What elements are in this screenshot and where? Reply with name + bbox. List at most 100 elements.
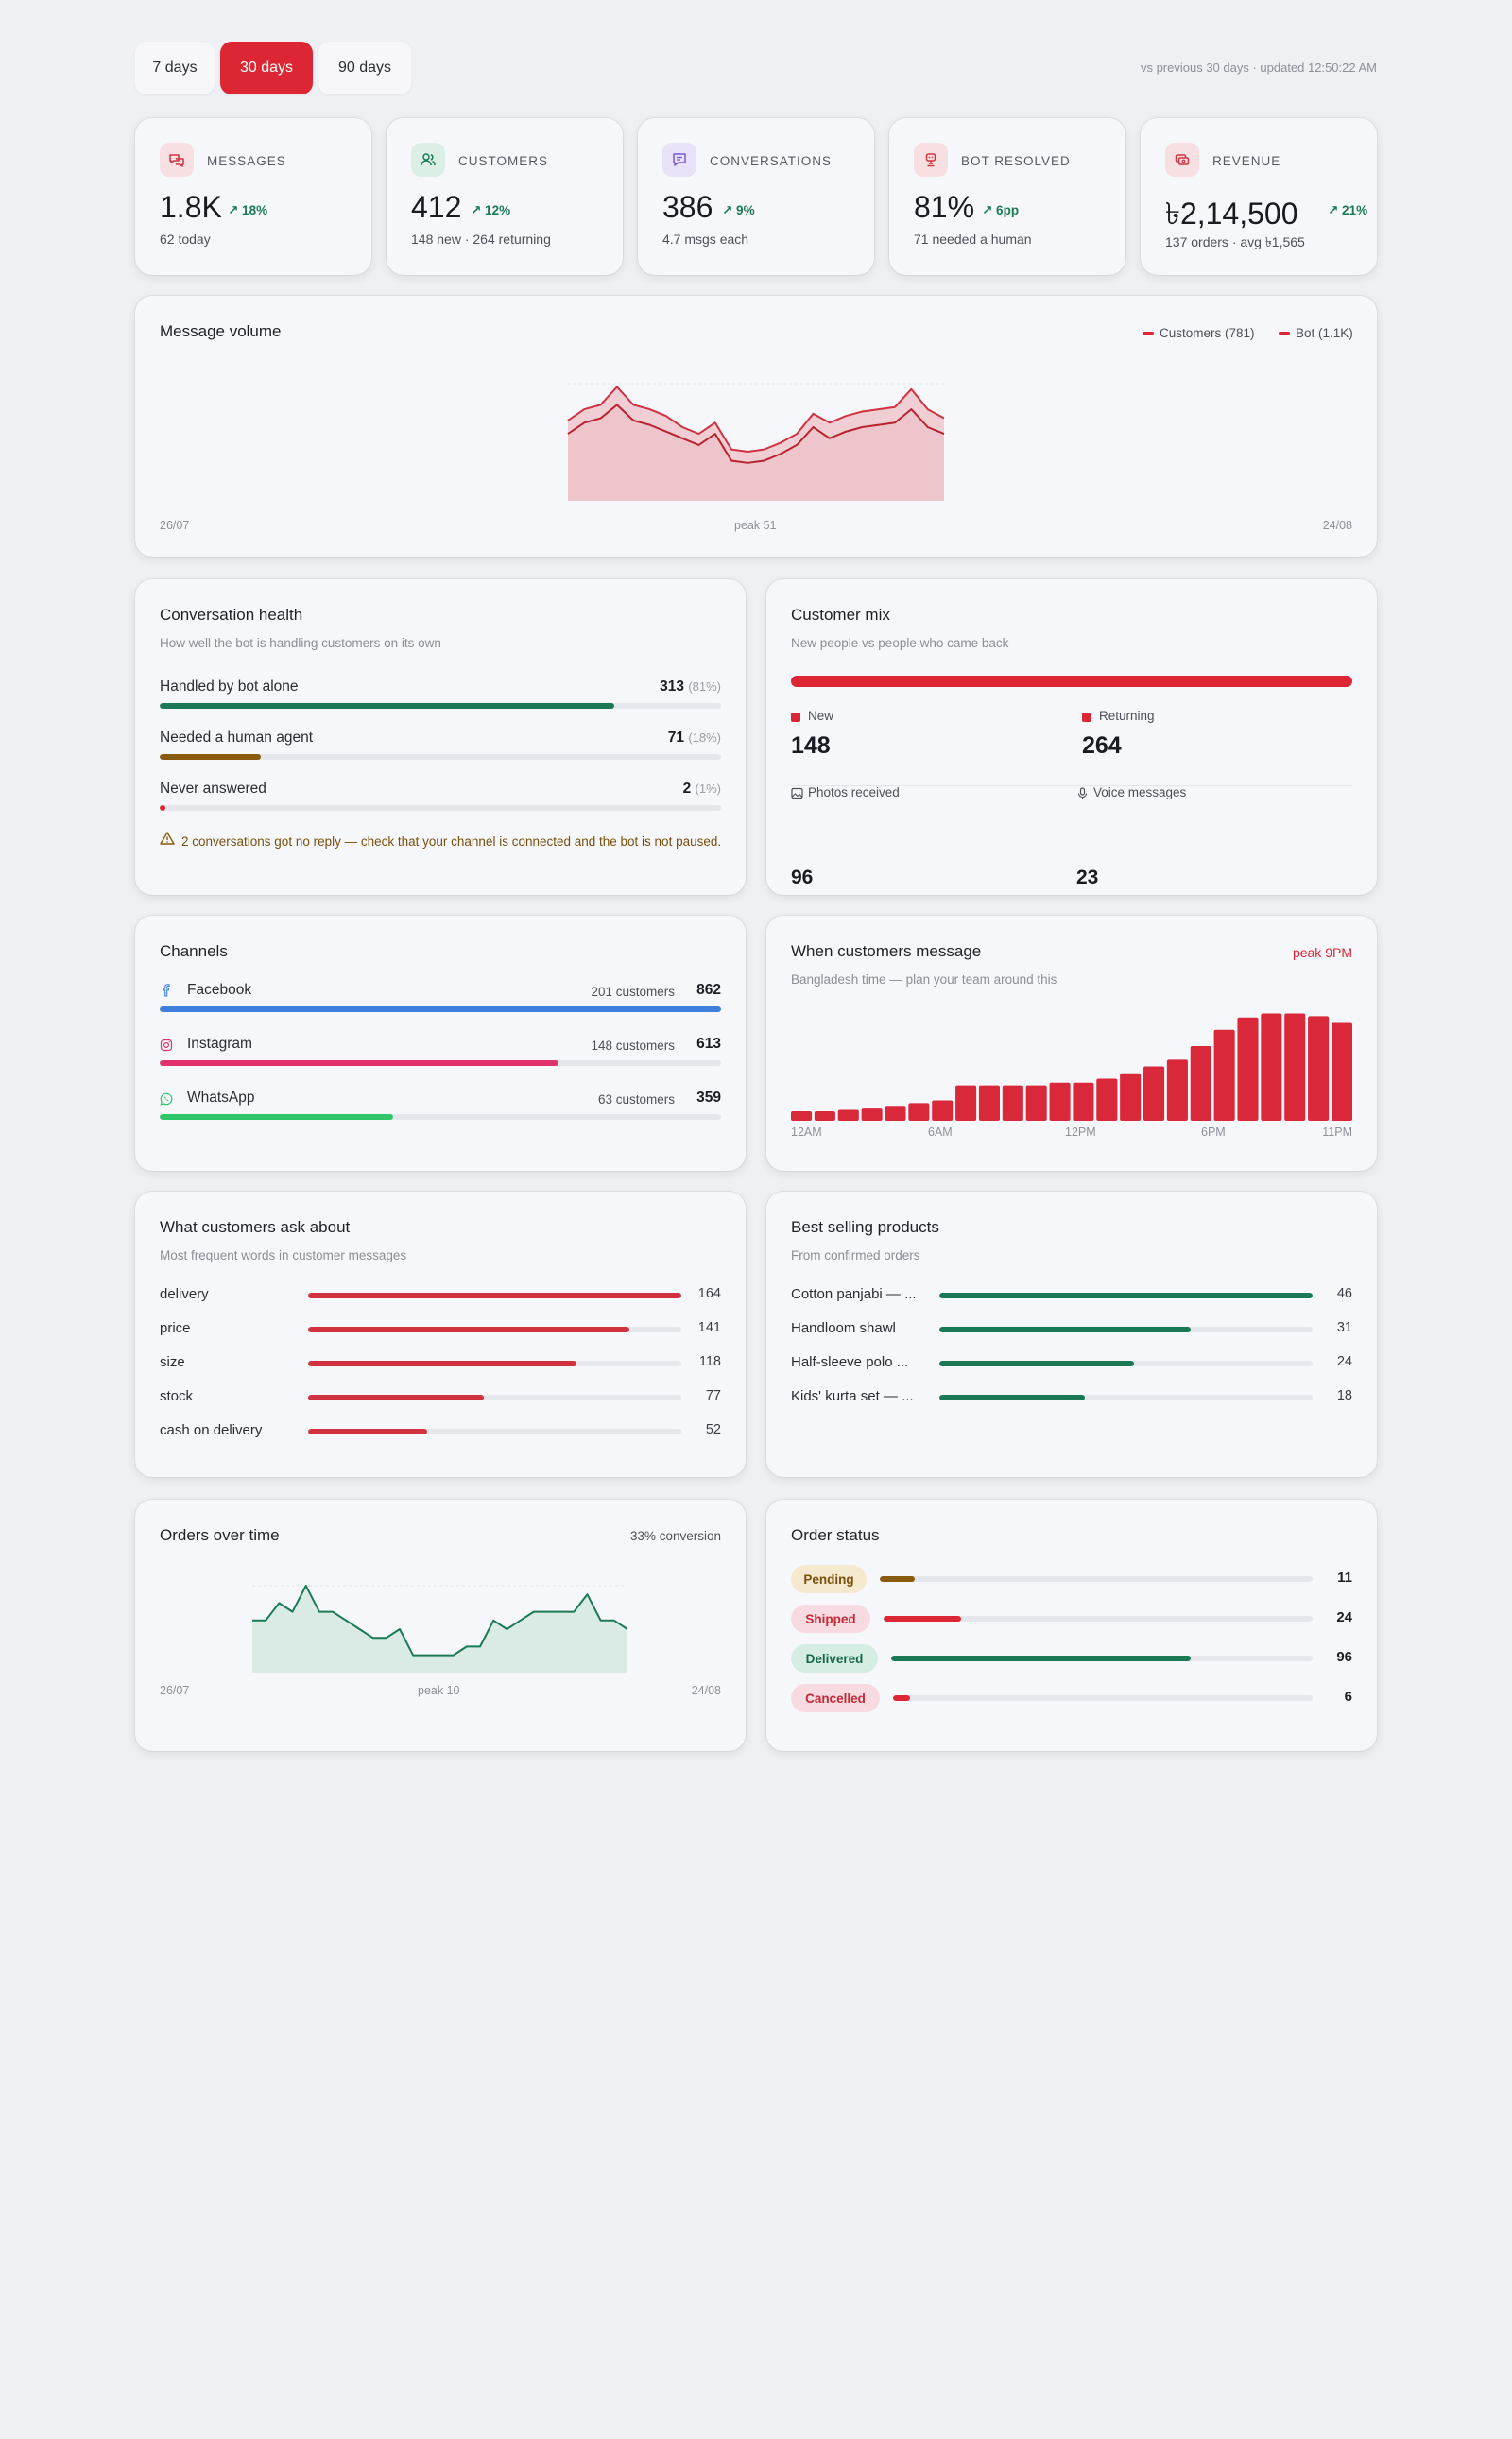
hour-bar (1049, 1082, 1071, 1121)
bot-area (568, 404, 944, 501)
orders-over-time-card: Orders over time 33% conversion 26/07 pe… (135, 1500, 746, 1751)
kpi-label: BOT RESOLVED (961, 154, 1071, 168)
topic-count: 141 (697, 1320, 721, 1335)
customers-series-line (567, 386, 945, 453)
kpi-foot: 62 today (160, 232, 211, 247)
product-bar-fill (939, 1395, 1086, 1400)
product-label: Kids' kurta set — ... (791, 1388, 914, 1404)
legend-label: Customers (781) (1160, 326, 1255, 340)
status-pill-cancelled: Cancelled (791, 1684, 880, 1712)
channel-customers: 201 customers (591, 985, 675, 999)
hour-bar (1308, 1016, 1330, 1121)
health-bar-track (160, 754, 721, 760)
status-count: 24 (1336, 1609, 1352, 1625)
kpi-card-customers: CUSTOMERS 412 ↗ 12% 148 new · 264 return… (387, 118, 623, 275)
returning-label: Returning (1099, 709, 1155, 723)
kpi-value: 81% (914, 190, 975, 224)
kpi-card-bot-resolved: BOT RESOLVED 81% ↗ 6pp 71 needed a human (889, 118, 1125, 275)
legend-swatch (1279, 332, 1290, 335)
topic-label: stock (160, 1388, 194, 1404)
health-bar-track (160, 805, 721, 811)
hour-tick: 11PM (1322, 1125, 1352, 1139)
message-hours-card: When customers message Bangladesh time —… (766, 916, 1377, 1171)
card-title: Orders over time (160, 1526, 280, 1544)
kpi-label: CUSTOMERS (458, 154, 549, 168)
dashboard: 7 days 30 days 90 days vs previous 30 da… (135, 42, 1377, 1751)
range-toolbar: 7 days 30 days 90 days vs previous 30 da… (135, 42, 1377, 94)
kpi-value: 1.8K (160, 190, 222, 224)
health-row-label: Handled by bot alone (160, 678, 299, 695)
channel-label: Instagram (187, 1036, 252, 1052)
range-7-days-button[interactable]: 7 days (135, 42, 215, 94)
x-axis-end-label: 24/08 (1322, 519, 1352, 532)
product-bar-track (939, 1395, 1313, 1400)
kpi-card-conversations: CONVERSATIONS 386 ↗ 9% 4.7 msgs each (638, 118, 874, 275)
hour-bar (978, 1085, 1000, 1121)
hour-bar (955, 1085, 977, 1121)
kpi-value: ৳2,14,500 (1165, 197, 1298, 231)
photos-label: Photos received (808, 785, 900, 799)
hour-tick: 12PM (1065, 1125, 1096, 1139)
card-title: Channels (160, 942, 228, 960)
topic-bar-fill (308, 1327, 629, 1332)
kpi-label: CONVERSATIONS (710, 154, 833, 168)
legend-swatch (1143, 332, 1154, 335)
x-axis-start-label: 26/07 (160, 1684, 190, 1697)
channel-bar-track (160, 1006, 721, 1012)
status-count: 96 (1336, 1649, 1352, 1665)
instagram-icon (160, 1039, 173, 1052)
channel-bar-track (160, 1060, 721, 1066)
status-bar-fill (891, 1656, 1191, 1661)
status-bar-fill (884, 1616, 961, 1622)
status-pill-pending: Pending (791, 1565, 867, 1593)
product-bar-fill (939, 1293, 1313, 1298)
hour-bar (1237, 1017, 1259, 1121)
orders-chart (252, 1585, 628, 1673)
hour-bar (1120, 1073, 1142, 1121)
new-value: 148 (791, 732, 831, 759)
hour-tick: 6AM (928, 1125, 953, 1139)
channel-value: 862 (696, 982, 721, 998)
topic-bar-fill (308, 1293, 681, 1298)
status-count: 6 (1344, 1689, 1352, 1705)
voice-value: 23 (1076, 867, 1099, 888)
topic-bar-track (308, 1361, 681, 1366)
hour-bar (1096, 1078, 1118, 1121)
hour-tick: 6PM (1201, 1125, 1226, 1139)
product-bar-track (939, 1361, 1313, 1366)
status-bar-track (893, 1695, 1313, 1701)
channel-value: 613 (696, 1036, 721, 1052)
orders-line (252, 1585, 628, 1657)
kpi-delta: ↗ 6pp (982, 203, 1020, 217)
status-bar-fill (880, 1576, 915, 1582)
health-row-value: 313 (81%) (660, 678, 721, 696)
product-bar-fill (939, 1361, 1135, 1366)
range-90-days-button[interactable]: 90 days (318, 42, 411, 94)
legend-bot: Bot (1.1K) (1279, 326, 1353, 340)
channel-bar-fill (160, 1006, 721, 1012)
bot-icon (914, 143, 948, 177)
health-row-value: 71 (18%) (668, 730, 721, 747)
hour-bar (1073, 1082, 1094, 1121)
range-30-days-button[interactable]: 30 days (220, 42, 313, 94)
health-row-label: Needed a human agent (160, 730, 314, 746)
kpi-delta: ↗ 21% (1328, 203, 1368, 217)
topic-count: 52 (705, 1422, 721, 1437)
channel-bar-fill (160, 1060, 559, 1066)
status-bar-track (880, 1576, 1313, 1582)
product-count: 24 (1336, 1354, 1352, 1369)
legend-label: Bot (1.1K) (1296, 326, 1353, 340)
health-bar-fill (160, 805, 165, 811)
kpi-label: REVENUE (1212, 154, 1281, 168)
hour-bar (1166, 1059, 1188, 1121)
card-subtitle: Most frequent words in customer messages (160, 1248, 407, 1262)
product-label: Half-sleeve polo ... (791, 1354, 909, 1370)
products-card: Best selling products From confirmed ord… (766, 1192, 1377, 1477)
users-icon (411, 143, 445, 177)
health-bar-track (160, 703, 721, 709)
photos-value: 96 (791, 867, 814, 888)
peak-hour-label: peak 9PM (1292, 945, 1352, 960)
facebook-icon (160, 984, 173, 997)
health-row-label: Never answered (160, 781, 266, 797)
hour-bar (885, 1106, 906, 1121)
